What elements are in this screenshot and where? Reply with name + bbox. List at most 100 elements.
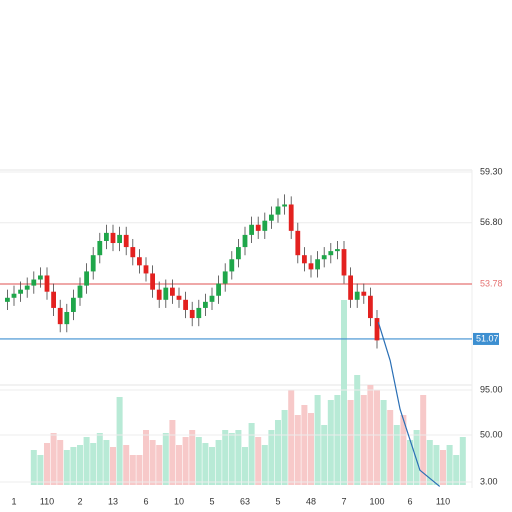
- price-label: 53.78: [480, 278, 503, 288]
- candle-body: [64, 311, 70, 325]
- candle-body: [328, 251, 334, 256]
- volume-bar: [202, 443, 209, 485]
- volume-bar: [321, 425, 328, 485]
- candle-body: [374, 318, 380, 341]
- volume-bar: [248, 423, 255, 485]
- volume-bar: [169, 420, 176, 485]
- candle-body: [189, 309, 195, 319]
- candle-body: [77, 285, 83, 298]
- volume-bar: [235, 430, 242, 485]
- candle-body: [216, 283, 221, 296]
- volume-bar: [37, 455, 44, 485]
- candle-body: [335, 249, 340, 252]
- candle-body: [123, 234, 129, 248]
- volume-bar: [301, 405, 308, 485]
- volume-bar: [341, 300, 347, 485]
- volume-bar: [136, 455, 143, 485]
- x-tick-label: 5: [209, 496, 214, 506]
- volume-bar: [453, 455, 460, 485]
- volume-bar: [387, 410, 394, 485]
- volume-bar: [380, 400, 387, 485]
- x-tick-label: 63: [240, 496, 250, 506]
- y-tick-label: 50.00: [480, 429, 503, 439]
- candle-body: [51, 291, 56, 308]
- price-label-box: [473, 332, 499, 345]
- volume-bar: [129, 455, 136, 485]
- volume-bar: [90, 443, 97, 485]
- volume-bar: [83, 437, 90, 485]
- volume-bar: [360, 395, 367, 485]
- volume-bar: [314, 395, 321, 485]
- volume-bar: [110, 447, 116, 485]
- volume-bar: [400, 415, 407, 485]
- candle-body: [361, 291, 367, 296]
- volume-bar: [123, 445, 130, 485]
- volume-bar: [30, 450, 37, 485]
- x-tick-label: 6: [407, 496, 412, 506]
- candle-body: [104, 232, 109, 241]
- volume-bar: [281, 410, 288, 485]
- candle-body: [176, 295, 182, 300]
- volume-bar: [70, 447, 77, 485]
- candle-body: [222, 271, 228, 284]
- candle-body: [315, 259, 320, 270]
- x-tick-label: 100: [369, 496, 384, 506]
- volume-bar: [308, 413, 314, 485]
- volume-bar: [374, 390, 380, 485]
- price-label: 51.07: [476, 333, 499, 343]
- x-tick-label: 10: [174, 496, 184, 506]
- volume-bar: [433, 445, 440, 485]
- volume-bar: [268, 430, 275, 485]
- forecast-line: [377, 321, 441, 487]
- volume-bar: [156, 445, 163, 485]
- candle-body: [163, 287, 169, 300]
- volume-bar: [288, 390, 295, 485]
- volume-bar: [77, 445, 83, 485]
- x-tick-label: 48: [306, 496, 316, 506]
- candle-body: [71, 297, 76, 312]
- candle-body: [302, 255, 307, 264]
- x-tick-label: 13: [108, 496, 118, 506]
- volume-bar: [459, 437, 466, 485]
- volume-bar: [275, 420, 281, 485]
- candle-body: [308, 263, 314, 270]
- volume-bar: [103, 440, 110, 485]
- candle-body: [44, 275, 50, 292]
- candle-body: [275, 206, 281, 215]
- volume-bar: [209, 447, 215, 485]
- candle-body: [249, 224, 254, 235]
- candle-body: [321, 255, 327, 260]
- candle-body: [209, 295, 215, 302]
- volume-bar: [63, 450, 70, 485]
- volume-bar: [255, 437, 262, 485]
- volume-bar: [215, 440, 222, 485]
- volume-bar: [420, 395, 427, 485]
- candle-body: [255, 224, 261, 231]
- candle-body: [341, 249, 347, 276]
- volume-bar: [261, 445, 268, 485]
- volume-bar: [440, 450, 446, 485]
- x-tick-label: 2: [77, 496, 82, 506]
- volume-bar: [162, 433, 169, 485]
- volume-bar: [294, 415, 301, 485]
- volume-bar: [149, 440, 156, 485]
- candle-body: [18, 289, 23, 294]
- volume-bar: [354, 375, 361, 485]
- y-tick-label: 56.80: [480, 217, 503, 227]
- candle-body: [156, 289, 162, 300]
- volume-bar: [50, 433, 57, 485]
- volume-bar: [44, 443, 50, 485]
- candle-body: [269, 214, 274, 221]
- volume-bar: [96, 433, 103, 485]
- candle-body: [110, 232, 116, 244]
- candle-body: [150, 273, 155, 290]
- candle-body: [348, 275, 353, 300]
- volume-bar: [57, 440, 64, 485]
- volume-bar: [143, 430, 149, 485]
- candle-body: [57, 307, 63, 325]
- volume-bar: [327, 400, 334, 485]
- volume-bar: [413, 430, 420, 485]
- volume-bar: [195, 437, 202, 485]
- volume-bar: [189, 430, 196, 485]
